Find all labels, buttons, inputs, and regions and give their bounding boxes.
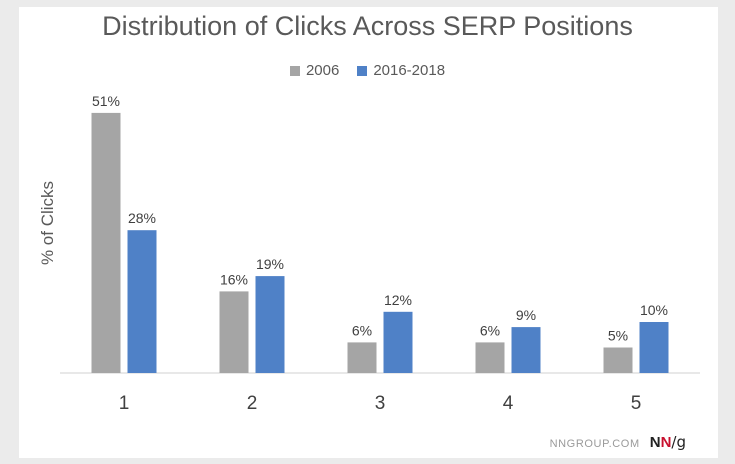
bar-2016-2018-pos-1 xyxy=(127,230,157,373)
logo-n2: N xyxy=(660,434,672,451)
x-tick-label-1: 1 xyxy=(119,393,130,414)
data-label-2016-2018-pos-5: 10% xyxy=(640,302,668,318)
bar-2016-2018-pos-2 xyxy=(255,276,285,373)
legend-item-2016-2018: 2016-2018 xyxy=(357,62,445,79)
chart-title: Distribution of Clicks Across SERP Posit… xyxy=(102,11,633,41)
data-label-2016-2018-pos-2: 19% xyxy=(256,256,284,272)
bar-2016-2018-pos-4 xyxy=(511,327,541,373)
logo-g: /g xyxy=(671,433,686,451)
data-label-2006-pos-2: 16% xyxy=(220,271,248,287)
legend-item-2006: 2006 xyxy=(289,62,340,79)
data-label-2016-2018-pos-3: 12% xyxy=(384,292,412,308)
data-label-2006-pos-5: 5% xyxy=(608,328,628,344)
x-tick-label-5: 5 xyxy=(631,393,642,414)
data-label-2006-pos-1: 51% xyxy=(92,93,120,109)
x-tick-label-2: 2 xyxy=(247,393,258,414)
bar-2006-pos-2 xyxy=(219,291,249,373)
legend-label-2016-2018: 2016-2018 xyxy=(373,62,446,79)
nng-logo: NN/g xyxy=(650,433,686,451)
legend-swatch-2006 xyxy=(289,65,300,76)
x-tick-label-4: 4 xyxy=(503,393,514,414)
data-label-2016-2018-pos-4: 9% xyxy=(516,307,536,323)
bar-2006-pos-1 xyxy=(91,112,121,374)
bar-2016-2018-pos-3 xyxy=(383,311,413,373)
logo-n1: N xyxy=(649,434,661,451)
bar-2006-pos-3 xyxy=(347,342,377,373)
bar-2016-2018-pos-5 xyxy=(639,322,669,373)
legend-label-2006: 2006 xyxy=(305,62,340,79)
site-name: NNGROUP.COM xyxy=(549,438,640,450)
data-label-2016-2018-pos-1: 28% xyxy=(128,210,156,226)
data-label-2006-pos-3: 6% xyxy=(352,322,372,338)
x-tick-label-3: 3 xyxy=(375,393,386,414)
chart-legend: 2006 2016-2018 xyxy=(0,62,735,79)
data-label-2006-pos-4: 6% xyxy=(480,322,500,338)
footer: NNGROUP.COM NN/g xyxy=(550,433,686,451)
legend-swatch-2016-2018 xyxy=(357,65,368,76)
bar-2006-pos-5 xyxy=(603,347,633,373)
bar-2006-pos-4 xyxy=(475,342,505,373)
